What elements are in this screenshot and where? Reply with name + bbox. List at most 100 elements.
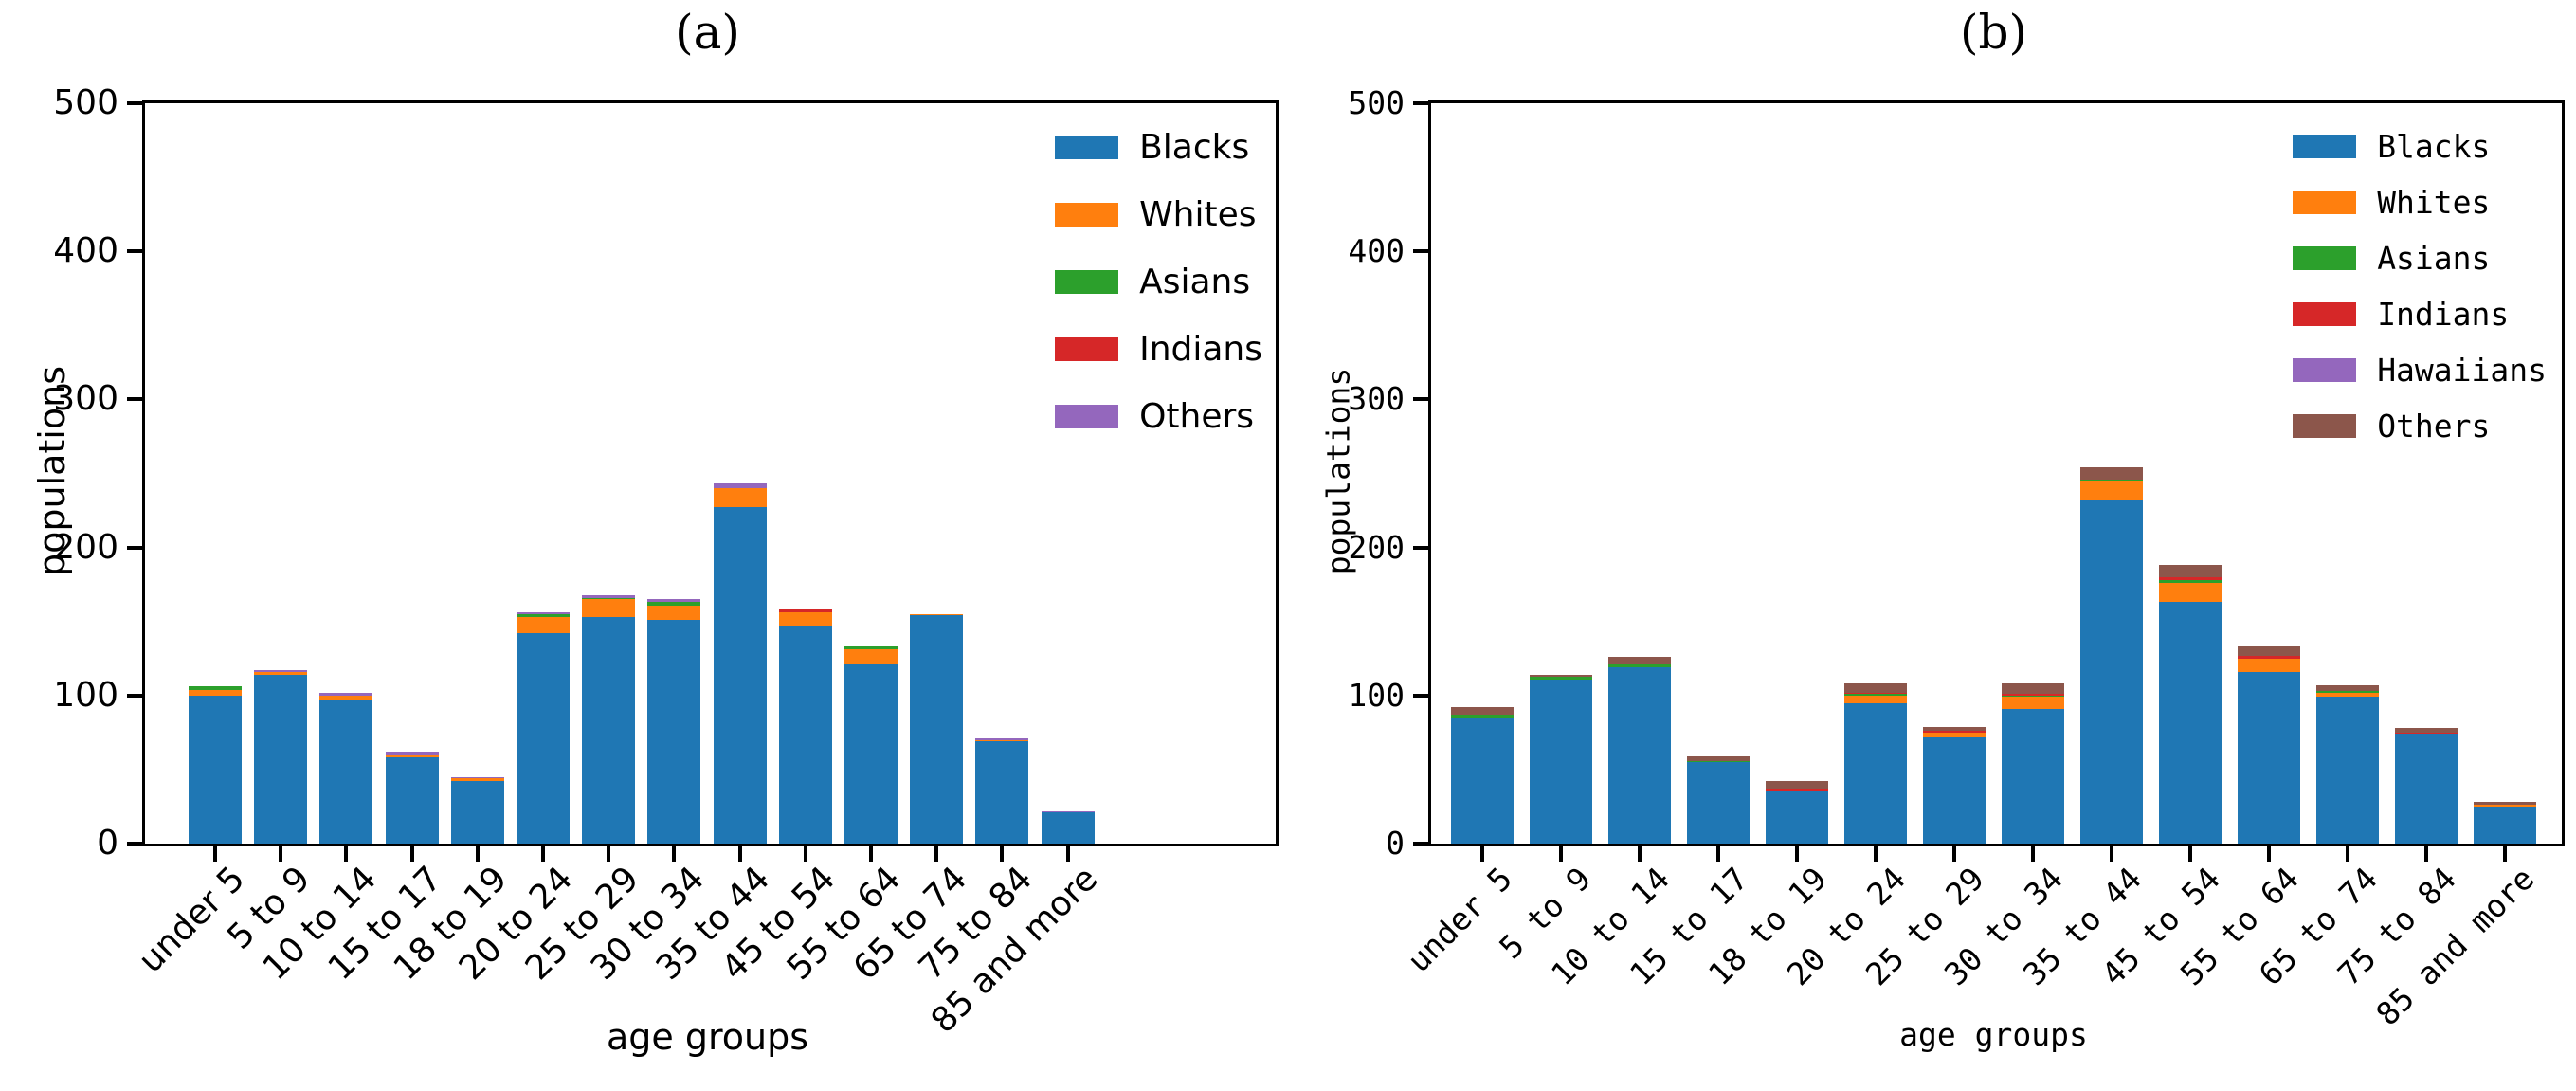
- x-axis-tick: [409, 846, 414, 862]
- bar-segment-whites: [975, 739, 1029, 742]
- bar-segment-others: [1451, 707, 1514, 716]
- bar-segment-blacks: [647, 620, 701, 844]
- bar-segment-others: [778, 608, 832, 610]
- x-axis-tick: [934, 846, 939, 862]
- bar-segment-whites: [910, 613, 964, 616]
- x-axis-tick: [213, 846, 217, 862]
- legend-item: Indians: [1055, 330, 1262, 369]
- bar-segment-whites: [2316, 692, 2379, 698]
- legend-swatch: [1055, 405, 1119, 428]
- y-axis-tick-label: 300: [1348, 380, 1405, 418]
- bar-segment-blacks: [254, 674, 308, 844]
- bar: [2395, 728, 2458, 844]
- y-axis-tick: [1413, 101, 1428, 105]
- bar: [778, 608, 832, 844]
- y-axis-label: populations: [1319, 367, 1357, 574]
- bar-segment-asians: [1451, 715, 1514, 718]
- legend-swatch: [2293, 191, 2357, 214]
- legend-label: Indians: [1139, 330, 1262, 369]
- bar-segment-whites: [2002, 697, 2064, 709]
- bar-segment-indians: [2159, 576, 2222, 580]
- x-axis-tick: [803, 846, 807, 862]
- y-axis-tick: [1413, 693, 1428, 698]
- bar-segment-whites: [647, 605, 701, 621]
- bar-segment-blacks: [582, 617, 636, 844]
- bar-segment-asians: [582, 597, 636, 600]
- bar-segment-asians: [189, 686, 242, 690]
- bar-segment-asians: [1844, 694, 1907, 696]
- bar: [385, 752, 439, 844]
- bar-segment-blacks: [1844, 702, 1907, 844]
- bar-segment-others: [319, 692, 373, 696]
- x-axis-tick: [1559, 846, 1563, 862]
- legend-item: Blacks: [2293, 128, 2547, 165]
- bar-segment-blacks: [975, 741, 1029, 844]
- bar-segment-blacks: [2238, 671, 2300, 844]
- bar-segment-asians: [517, 613, 570, 618]
- bar: [647, 599, 701, 844]
- bar-segment-whites: [385, 755, 439, 758]
- bar-segment-blacks: [2002, 708, 2064, 844]
- bar-segment-whites: [450, 778, 504, 782]
- y-axis-tick: [127, 545, 142, 550]
- bar: [1687, 755, 1750, 844]
- x-axis-label: age groups: [606, 1016, 809, 1058]
- y-axis-label: populations: [31, 365, 73, 576]
- legend-label: Whites: [2377, 184, 2491, 221]
- legend-label: Others: [1139, 397, 1255, 436]
- bar: [517, 612, 570, 844]
- x-axis-tick: [1065, 846, 1070, 862]
- bar-segment-asians: [2316, 691, 2379, 693]
- bar-segment-blacks: [2395, 734, 2458, 844]
- legend-item: Asians: [1055, 263, 1262, 301]
- bar-segment-blacks: [2316, 697, 2379, 844]
- y-axis-tick-label: 300: [53, 379, 118, 419]
- bar-segment-blacks: [450, 781, 504, 844]
- x-axis-tick: [344, 846, 349, 862]
- legend-label: Others: [2377, 408, 2491, 445]
- legend-item: Hawaiians: [2293, 352, 2547, 389]
- legend-label: Indians: [2377, 296, 2510, 333]
- bar-segment-indians: [1844, 692, 1907, 695]
- bar: [1766, 781, 1828, 844]
- bar-segment-others: [1923, 726, 1986, 732]
- y-axis-tick-label: 0: [97, 824, 118, 863]
- bar-segment-blacks: [1923, 736, 1986, 844]
- bar-segment-asians: [1530, 676, 1592, 680]
- bar: [2002, 683, 2064, 844]
- bar: [1530, 674, 1592, 844]
- x-axis-tick: [869, 846, 873, 862]
- bar-segment-others: [2080, 467, 2143, 480]
- legend-item: Blacks: [1055, 128, 1262, 167]
- bar-segment-indians: [1923, 731, 1986, 733]
- chart-title: (a): [675, 5, 740, 60]
- bar: [2159, 565, 2222, 844]
- bar-segment-whites: [1923, 732, 1986, 737]
- bar-segment-others: [1530, 674, 1592, 677]
- legend-item: Whites: [1055, 195, 1262, 234]
- bar: [2316, 684, 2379, 844]
- bar-segment-others: [1608, 657, 1671, 665]
- bar-segment-asians: [2080, 479, 2143, 482]
- bar: [582, 594, 636, 844]
- x-axis-tick: [2031, 846, 2035, 862]
- bar-segment-others: [517, 612, 570, 614]
- bar-segment-whites: [189, 689, 242, 696]
- legend: Blacks Whites Asians Indians Hawaiians Others: [2293, 128, 2547, 445]
- bar-segment-others: [254, 670, 308, 672]
- bar-segment-blacks: [2474, 806, 2536, 844]
- legend-label: Whites: [1139, 195, 1257, 234]
- bar-segment-blacks: [2159, 602, 2222, 844]
- legend-swatch: [1055, 203, 1119, 227]
- x-axis-label: age groups: [1899, 1016, 2088, 1053]
- bar-segment-asians: [2159, 580, 2222, 584]
- y-axis-tick: [1413, 842, 1428, 846]
- bar-segment-asians: [2002, 695, 2064, 698]
- legend-label: Blacks: [2377, 128, 2491, 165]
- bar-segment-blacks: [319, 700, 373, 844]
- bar-segment-asians: [1608, 664, 1671, 668]
- bar-segment-blacks: [2080, 500, 2143, 844]
- x-axis-tick: [1638, 846, 1642, 862]
- x-axis-tick: [2267, 846, 2271, 862]
